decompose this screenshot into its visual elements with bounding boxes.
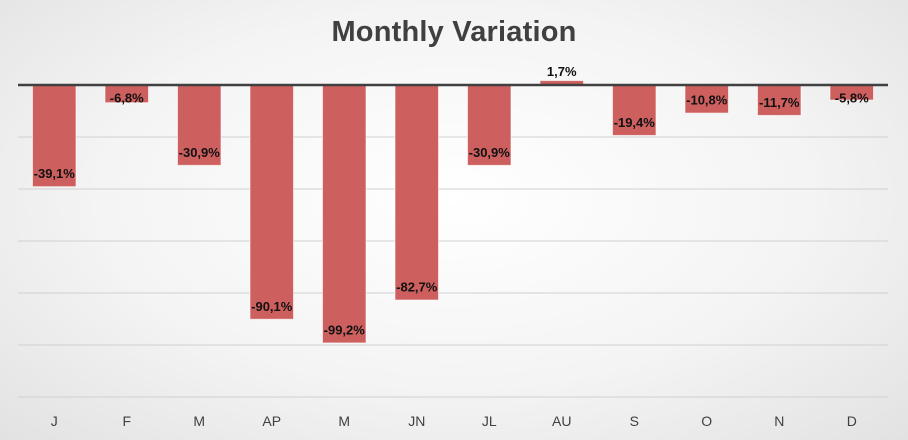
x-tick-label-1: J <box>51 413 58 429</box>
x-tick-label-7: JL <box>482 413 497 429</box>
data-label-6: -82,7% <box>396 280 438 295</box>
data-label-4: -90,1% <box>251 299 293 314</box>
data-labels: -39,1% -6,8% -30,9% -90,1% -99,2% -82,7% -30,9… <box>34 64 870 337</box>
x-tick-label-2: F <box>122 413 131 429</box>
chart-title: Monthly Variation <box>331 16 577 48</box>
x-tick-label-8: AU <box>552 413 571 429</box>
data-label-5: -99,2% <box>324 322 366 337</box>
bar-5 <box>322 84 367 344</box>
bar-1 <box>32 84 77 188</box>
x-tick-label-10: O <box>701 413 712 429</box>
x-tick-label-9: S <box>630 413 639 429</box>
data-label-1: -39,1% <box>34 166 76 181</box>
data-label-12: -5,8% <box>835 91 869 106</box>
bar-4 <box>249 84 294 320</box>
data-label-11: -11,7% <box>759 95 800 110</box>
x-tick-label-12: D <box>847 413 857 429</box>
x-tick-label-3: M <box>193 413 205 429</box>
bar-11 <box>757 84 802 116</box>
data-label-8: 1,7% <box>547 64 577 79</box>
bar-6 <box>394 84 439 301</box>
bars <box>32 80 874 344</box>
x-tick-label-6: JN <box>408 413 425 429</box>
data-label-2: -6,8% <box>110 91 144 106</box>
data-label-9: -19,4% <box>614 115 656 130</box>
x-axis-tick-labels: J F M AP M JN JL AU S O N D <box>51 413 857 429</box>
x-tick-label-11: N <box>774 413 784 429</box>
gridlines <box>18 136 888 398</box>
x-tick-label-5: M <box>338 413 350 429</box>
x-tick-label-4: AP <box>262 413 281 429</box>
data-label-10: -10,8% <box>686 93 728 108</box>
data-label-7: -30,9% <box>469 145 511 160</box>
data-label-3: -30,9% <box>179 145 221 160</box>
